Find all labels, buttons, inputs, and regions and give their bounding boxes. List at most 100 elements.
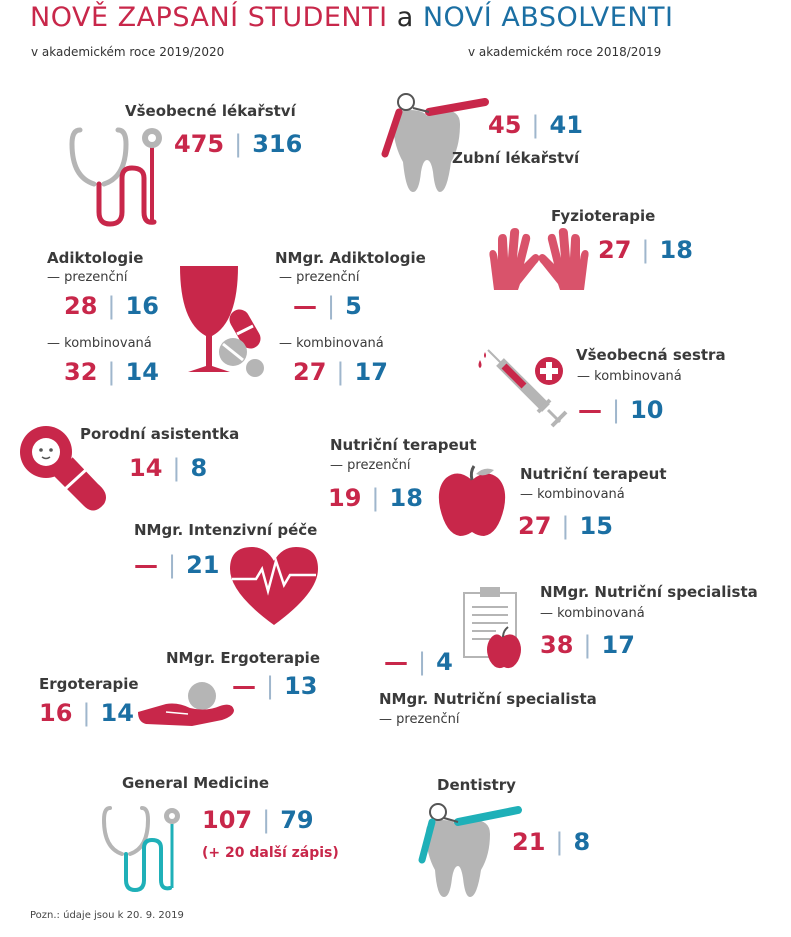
label-nmgr-ergo: NMgr. Ergoterapie: [166, 649, 320, 667]
enrolled-value: —: [578, 396, 602, 424]
subtitle-graduates-year: v akademickém roce 2018/2019: [468, 45, 662, 59]
separator: |: [327, 292, 336, 320]
enrolled-value: 21: [512, 828, 546, 856]
enrolled-value: —: [293, 292, 317, 320]
separator: |: [583, 631, 592, 659]
syringe-icon: [478, 349, 568, 428]
separator: |: [172, 454, 181, 482]
mode-adikt-komb: — kombinovaná: [47, 336, 152, 351]
page-title: NOVĚ ZAPSANÍ STUDENTI a NOVÍ ABSOLVENTI: [30, 2, 674, 33]
separator: |: [555, 828, 564, 856]
stat-adikt-prez: 28 | 16: [64, 292, 159, 320]
label-nutri-komb: Nutriční terapeut: [520, 465, 667, 483]
enrolled-value: 38: [540, 631, 574, 659]
graduates-value: 5: [345, 292, 362, 320]
graduates-value: 17: [354, 358, 388, 386]
stat-nutri-spec-prez: — | 4: [384, 648, 453, 676]
mode-nmgr-adikt-prez: — prezenční: [279, 270, 360, 285]
enrolled-value: 27: [598, 236, 632, 264]
graduates-value: 41: [549, 111, 583, 139]
stat-nutri-komb: 27 | 15: [518, 512, 613, 540]
enrolled-value: 16: [39, 699, 73, 727]
enrolled-value: 45: [488, 111, 522, 139]
label-dentistry: Dentistry: [437, 776, 516, 794]
stat-ergo: 16 | 14: [39, 699, 134, 727]
separator: |: [262, 806, 271, 834]
separator: |: [531, 111, 540, 139]
enrolled-value: 27: [293, 358, 327, 386]
graduates-value: 15: [579, 512, 613, 540]
stat-porodni: 14 | 8: [129, 454, 207, 482]
separator: |: [234, 130, 243, 158]
separator: |: [82, 699, 91, 727]
graduates-value: 17: [601, 631, 635, 659]
graduates-value: 4: [436, 648, 453, 676]
gloves-icon: [489, 228, 589, 290]
enrolled-value: 28: [64, 292, 98, 320]
label-ergo: Ergoterapie: [39, 675, 139, 693]
stat-sestra: — | 10: [578, 396, 664, 424]
stat-fyzio: 27 | 18: [598, 236, 693, 264]
label-nutri-spec-komb: NMgr. Nutriční specialista: [540, 583, 758, 601]
stat-intenzivni: — | 21: [134, 551, 220, 579]
separator: |: [641, 236, 650, 264]
stat-nutri-spec-komb: 38 | 17: [540, 631, 635, 659]
label-nmgr-adikt: NMgr. Adiktologie: [275, 249, 426, 267]
graduates-value: 13: [284, 672, 318, 700]
separator: |: [107, 292, 116, 320]
enrolled-value: 475: [174, 130, 225, 158]
label-zubni: Zubní lékařství: [452, 149, 580, 167]
title-enrolled: NOVĚ ZAPSANÍ STUDENTI: [30, 2, 388, 33]
medical-cross-icon: [535, 357, 563, 385]
subtitle-enrolled-year: v akademickém roce 2019/2020: [31, 45, 225, 59]
separator: |: [612, 396, 621, 424]
mode-nutri-spec-komb: — kombinovaná: [540, 606, 645, 621]
graduates-value: 8: [573, 828, 591, 856]
enrolled-value: —: [134, 551, 158, 579]
mode-nutri-prez: — prezenční: [330, 458, 411, 473]
graduates-value: 14: [100, 699, 134, 727]
graduates-value: 10: [630, 396, 664, 424]
enrolled-value: 19: [328, 484, 362, 512]
mode-nutri-komb: — kombinovaná: [520, 487, 625, 502]
separator: |: [418, 648, 427, 676]
label-sestra: Všeobecná sestra: [576, 346, 726, 364]
enrolled-value: 27: [518, 512, 552, 540]
graduates-value: 18: [659, 236, 693, 264]
graduates-value: 79: [280, 806, 314, 834]
separator: |: [561, 512, 570, 540]
stat-nmgr-adikt-komb: 27 | 17: [293, 358, 388, 386]
separator: |: [107, 358, 116, 386]
graduates-value: 16: [125, 292, 159, 320]
tooth-icon: [381, 93, 489, 192]
stethoscope-icon: [101, 806, 180, 893]
stat-nmgr-adikt-prez: — | 5: [293, 292, 362, 320]
stat-adikt-komb: 32 | 14: [64, 358, 159, 386]
enrolled-value: 107: [202, 806, 253, 834]
stethoscope-icon: [69, 127, 162, 227]
enrolled-value: —: [232, 672, 256, 700]
baby-icon: [20, 426, 106, 511]
heart-icon: [230, 547, 318, 625]
separator: |: [168, 551, 177, 579]
label-general: General Medicine: [122, 774, 270, 792]
stat-vseobecne: 475 | 316: [174, 130, 302, 158]
label-fyzio: Fyzioterapie: [551, 207, 656, 225]
mode-sestra: — kombinovaná: [577, 369, 682, 384]
graduates-value: 14: [125, 358, 159, 386]
mode-nutri-spec-prez: — prezenční: [379, 712, 460, 727]
separator: |: [371, 484, 380, 512]
separator: |: [266, 672, 275, 700]
label-adikt: Adiktologie: [47, 249, 144, 267]
enrolled-value: 32: [64, 358, 98, 386]
title-conjunction: a: [396, 2, 414, 33]
graduates-value: 18: [389, 484, 423, 512]
stat-nutri-prez: 19 | 18: [328, 484, 423, 512]
stat-zubni: 45 | 41: [488, 111, 583, 139]
label-intenzivni: NMgr. Intenzivní péče: [134, 521, 318, 539]
mode-adikt-prez: — prezenční: [47, 270, 128, 285]
graduates-value: 21: [186, 551, 220, 579]
stat-dentistry: 21 | 8: [512, 828, 590, 856]
title-graduates: NOVÍ ABSOLVENTI: [422, 2, 674, 33]
extra-enrollment-note: (+ 20 další zápis): [202, 845, 339, 861]
